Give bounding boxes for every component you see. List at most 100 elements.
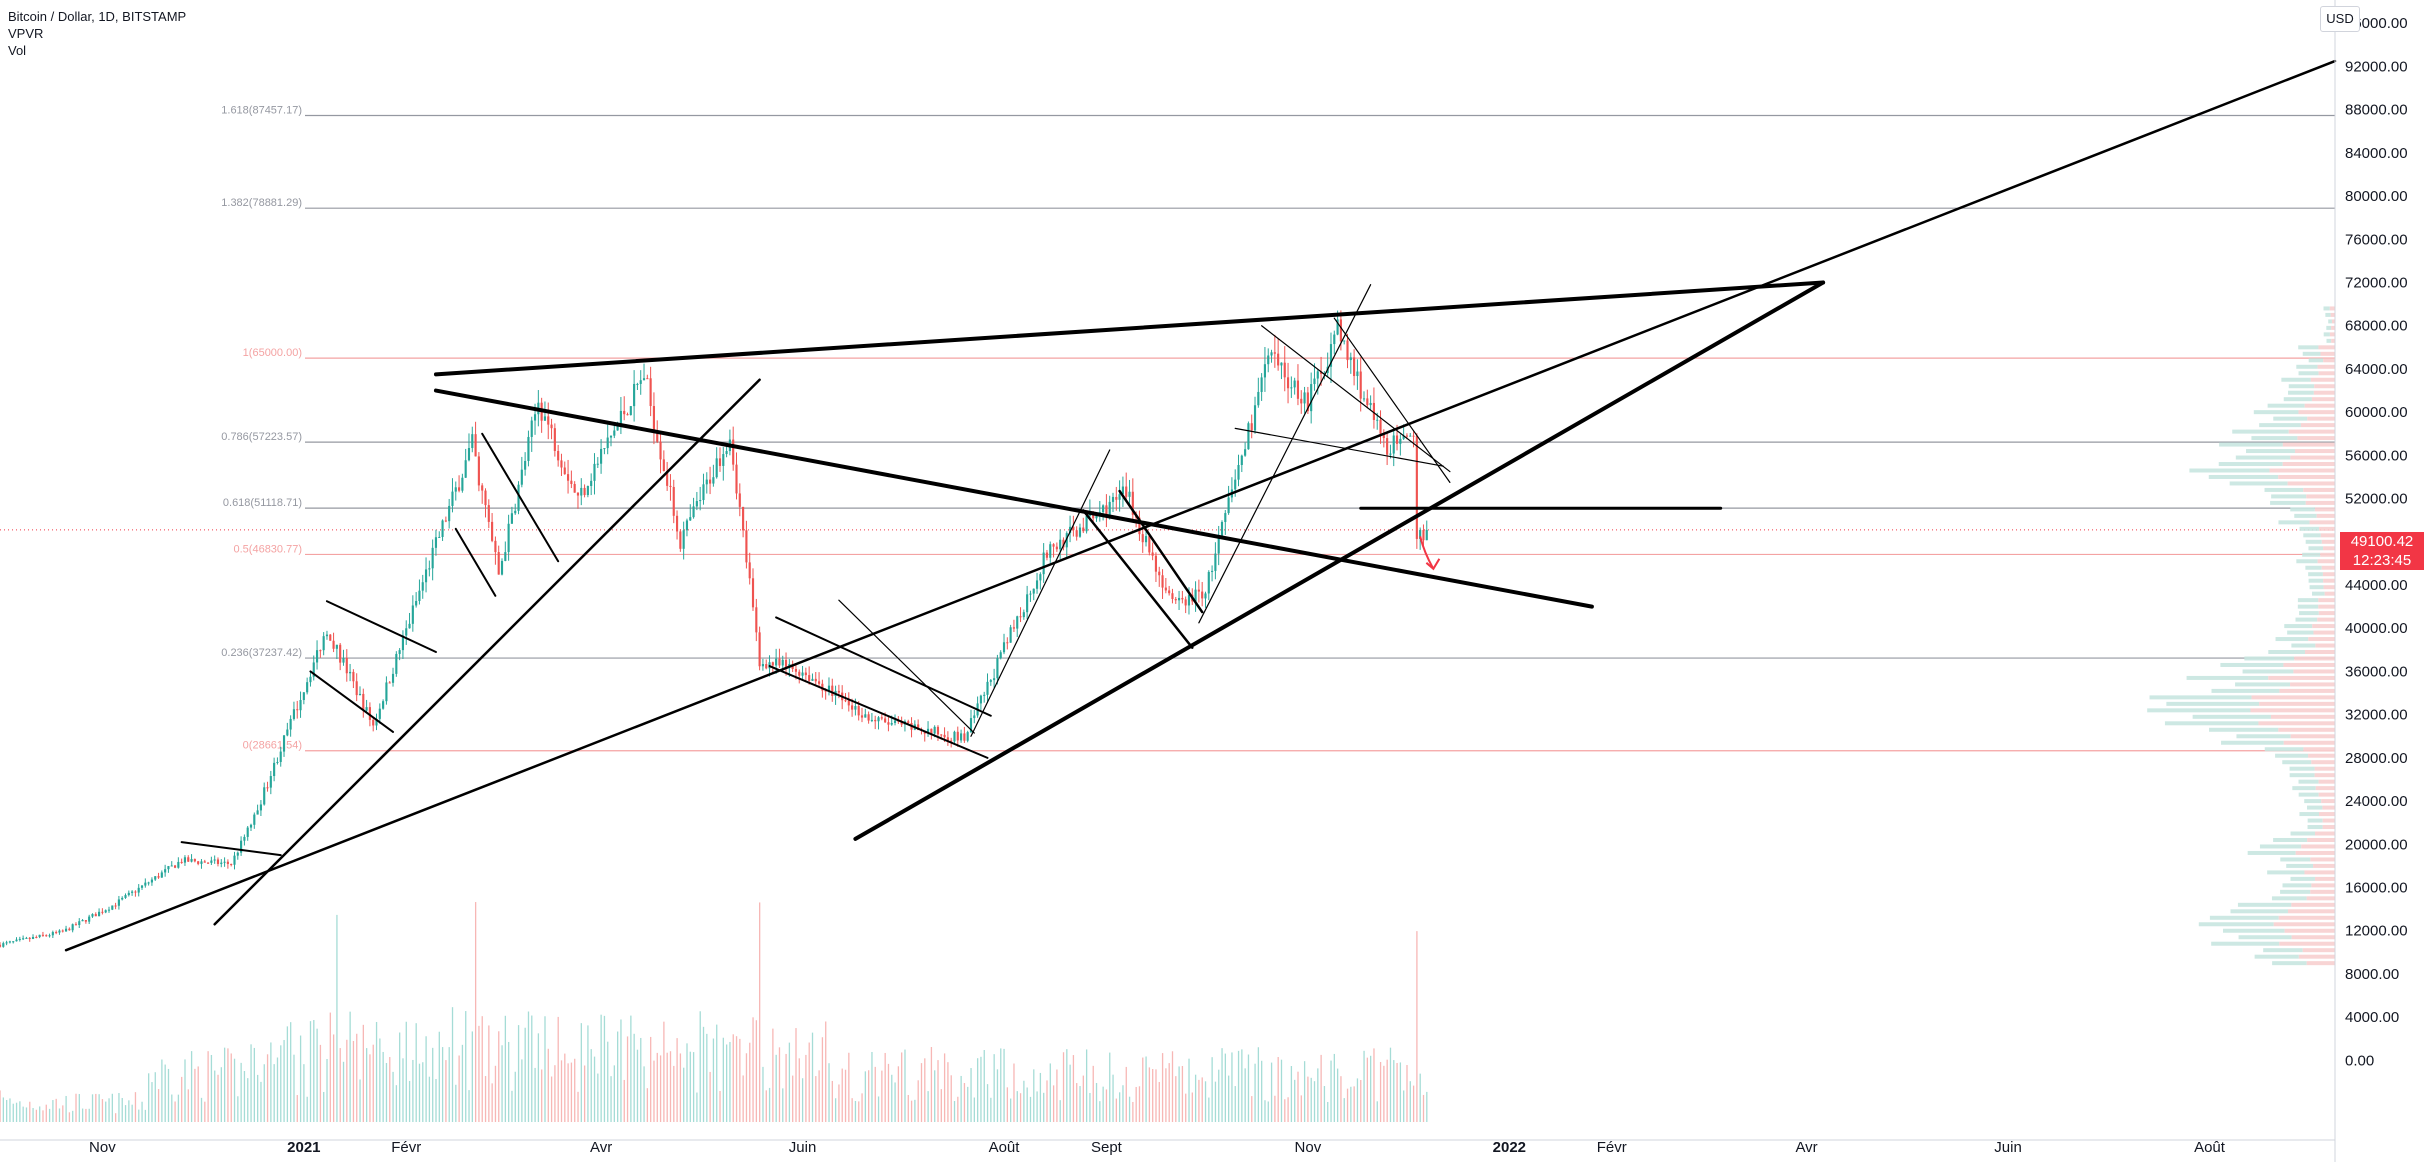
- trendline[interactable]: [1082, 509, 1194, 649]
- vpvr-down-row: [2297, 436, 2335, 441]
- candle-body: [84, 920, 87, 922]
- fibonacci-retracement[interactable]: 1.618(87457.17) 1.382(78881.29) 1(65000.00…: [0, 105, 2335, 752]
- candle-body: [636, 383, 639, 385]
- candle-body: [1267, 355, 1270, 365]
- candle-body: [1293, 380, 1296, 388]
- volume-bar: [428, 1076, 431, 1122]
- volume-bar: [838, 1084, 840, 1122]
- candle-body: [150, 879, 153, 883]
- vpvr-up-row: [2271, 494, 2307, 499]
- time-tick-label: Févr: [391, 1139, 421, 1156]
- trendline[interactable]: [433, 388, 1594, 609]
- trendline[interactable]: [1234, 427, 1444, 467]
- vpvr-down-row: [2306, 961, 2335, 966]
- trendline[interactable]: [838, 599, 975, 734]
- candle-body: [1237, 465, 1240, 480]
- candle-body: [1392, 435, 1395, 454]
- trendline[interactable]: [309, 670, 395, 733]
- candle-body: [656, 430, 659, 442]
- trendline[interactable]: [64, 59, 2337, 952]
- candle-body: [1329, 344, 1333, 367]
- volume-bar: [953, 1101, 956, 1122]
- candle-body: [1168, 590, 1171, 594]
- candle-body: [78, 921, 81, 926]
- volume-bar: [1412, 1085, 1415, 1122]
- candle-body: [1234, 479, 1237, 490]
- candle-body: [332, 640, 335, 649]
- volume-bar: [1069, 1064, 1071, 1122]
- volume-bar: [448, 1047, 450, 1122]
- candle-body: [41, 934, 45, 936]
- volume-bar: [339, 1048, 341, 1122]
- trendline-drawings[interactable]: [64, 59, 2337, 952]
- volume-bar: [1056, 1069, 1058, 1122]
- fib-level-label: 0.5(46830.77): [234, 543, 303, 555]
- time-axis[interactable]: Nov 2021 Févr Avr Juin Août Sept Nov 2022 Févr Avr…: [0, 1139, 2335, 1156]
- volume-bar: [1261, 1060, 1263, 1122]
- trendline[interactable]: [213, 378, 761, 926]
- volume-bar: [1406, 1065, 1408, 1122]
- candle-body: [1201, 591, 1204, 599]
- trendline[interactable]: [853, 280, 1826, 841]
- trendline[interactable]: [1198, 284, 1372, 624]
- candle-body: [543, 416, 547, 421]
- volume-bar: [722, 1037, 724, 1122]
- candle-body: [550, 424, 553, 429]
- vpvr-up-row: [2221, 740, 2284, 745]
- volume-bar: [1092, 1065, 1094, 1122]
- time-tick-label: Févr: [1597, 1139, 1627, 1156]
- vpvr-up-row: [2238, 935, 2292, 940]
- trendline[interactable]: [775, 616, 992, 717]
- candle-body: [401, 635, 405, 651]
- vpvr-up-row: [2237, 902, 2292, 907]
- fib-level-label: 1.618(87457.17): [221, 105, 302, 117]
- trendline[interactable]: [325, 600, 437, 654]
- volume-bar: [1066, 1049, 1068, 1122]
- candle-body: [431, 547, 434, 569]
- trendline[interactable]: [180, 841, 282, 857]
- candle-body: [877, 717, 880, 722]
- trendline[interactable]: [970, 449, 1111, 737]
- candle-body: [943, 734, 946, 738]
- indicator-vpvr-label[interactable]: VPVR: [8, 26, 44, 41]
- volume-bar: [296, 1095, 298, 1122]
- candle-body: [48, 935, 51, 937]
- trendline[interactable]: [433, 280, 1826, 377]
- trendline[interactable]: [768, 665, 989, 759]
- volume-bar: [1257, 1047, 1260, 1122]
- candle-body: [358, 693, 362, 696]
- trendline[interactable]: [1261, 325, 1451, 473]
- time-tick-label: Août: [2194, 1139, 2226, 1156]
- trendline[interactable]: [454, 527, 497, 597]
- vpvr-up-row: [2259, 423, 2301, 428]
- trendline[interactable]: [481, 432, 560, 563]
- volume-bar: [306, 1096, 308, 1122]
- volume-bar: [696, 1092, 698, 1122]
- vpvr-up-row: [2323, 306, 2330, 311]
- price-tick-label: 96000.00: [2345, 15, 2408, 32]
- volume-bar: [237, 1096, 239, 1122]
- volume-bar: [583, 1065, 586, 1122]
- price-tick-label: 80000.00: [2345, 188, 2408, 205]
- symbol-title[interactable]: Bitcoin / Dollar, 1D, BITSTAMP: [8, 9, 187, 24]
- price-axis[interactable]: 0.00 4000.00 8000.00 12000.00 16000.00 20000.…: [2334, 0, 2408, 1162]
- trendline[interactable]: [1118, 489, 1204, 614]
- vpvr-down-row: [2318, 812, 2335, 817]
- volume-bar: [834, 1098, 837, 1122]
- volume-bar: [617, 1031, 619, 1122]
- candle-body: [953, 731, 956, 742]
- currency-button[interactable]: USD: [2320, 6, 2360, 32]
- vpvr-up-row: [2325, 312, 2331, 317]
- candle-body: [715, 458, 718, 478]
- candle-body: [398, 650, 401, 654]
- candle-body: [824, 690, 827, 692]
- volume-bar: [1247, 1054, 1250, 1122]
- candle-body: [659, 441, 662, 460]
- forecast-arrow[interactable]: [1419, 536, 1435, 570]
- trendline[interactable]: [1333, 317, 1451, 483]
- volume-bar: [626, 1036, 629, 1122]
- price-tick-label: 4000.00: [2345, 1009, 2399, 1026]
- volume-bar: [917, 1080, 919, 1122]
- indicator-vol-label[interactable]: Vol: [8, 43, 27, 58]
